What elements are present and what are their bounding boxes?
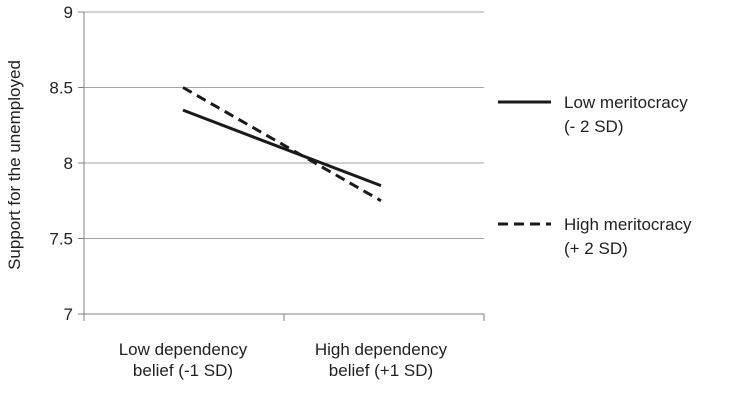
x-tick-label-line: High dependency	[315, 340, 448, 359]
x-tick-label: High dependency belief (+1 SD)	[315, 340, 448, 380]
x-tick-label-line: belief (+1 SD)	[329, 361, 433, 380]
x-tick-label-line: belief (-1 SD)	[133, 361, 233, 380]
series-line-high-meritocracy	[182, 86, 382, 203]
series-line-low-meritocracy	[182, 108, 382, 188]
legend-label: Low meritocracy (- 2 SD)	[564, 93, 688, 136]
x-tick-label-line: Low dependency	[119, 340, 248, 359]
y-tick-label: 7.5	[49, 230, 73, 249]
legend-label-line: High meritocracy	[564, 215, 692, 234]
axes	[78, 11, 485, 321]
series-lines	[182, 86, 382, 203]
legend-label-line: (- 2 SD)	[564, 117, 624, 136]
y-tick-label: 8	[64, 154, 73, 173]
legend: Low meritocracy (- 2 SD) High meritocracy (…	[498, 93, 692, 258]
axis-labels: 7 7.5 8 8.5 9 Low dependency belief (-1 SD) Hig…	[5, 3, 448, 380]
y-tick-label: 8.5	[49, 79, 73, 98]
x-tick-label: Low dependency belief (-1 SD)	[119, 340, 248, 380]
gridlines	[84, 11, 484, 239]
y-tick-label: 7	[64, 305, 73, 324]
y-tick-label: 9	[64, 3, 73, 22]
legend-label-line: Low meritocracy	[564, 93, 688, 112]
legend-label-line: (+ 2 SD)	[564, 239, 628, 258]
y-axis-title: Support for the unemployed	[5, 60, 24, 270]
legend-label: High meritocracy (+ 2 SD)	[564, 215, 692, 258]
